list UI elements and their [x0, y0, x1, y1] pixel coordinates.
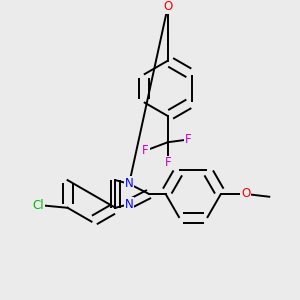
Text: F: F — [142, 144, 149, 157]
Text: Cl: Cl — [33, 199, 44, 212]
Text: O: O — [163, 0, 172, 13]
Text: F: F — [185, 133, 192, 146]
Text: N: N — [125, 177, 134, 190]
Text: N: N — [125, 198, 134, 211]
Text: O: O — [241, 188, 250, 200]
Text: F: F — [164, 157, 171, 169]
